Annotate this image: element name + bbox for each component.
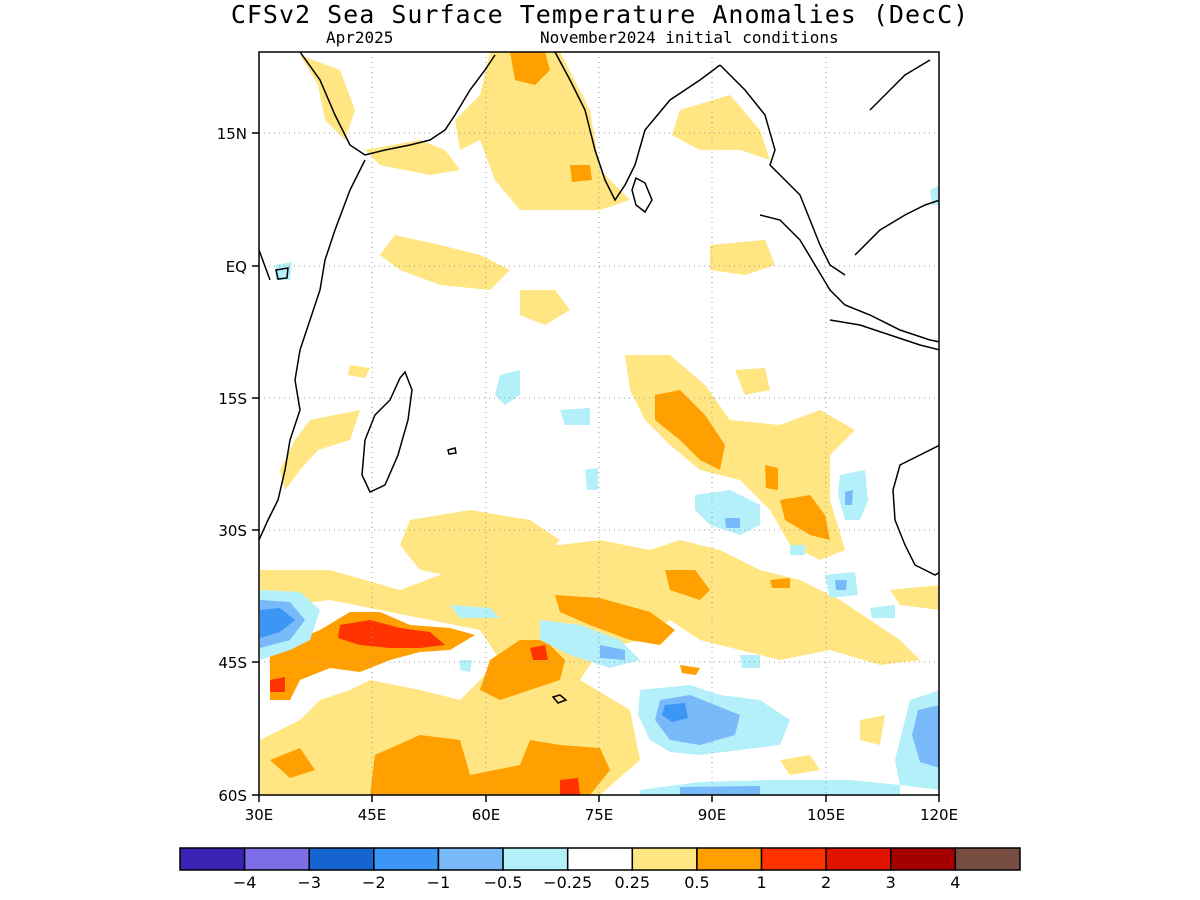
map-gridlines: [259, 52, 939, 795]
colorbar-swatch: [760, 847, 827, 871]
colorbar-swatch: [566, 847, 634, 871]
lat-label-30s: 30S: [218, 522, 247, 540]
colorbar-label: −4: [233, 873, 257, 892]
colorbar-label: 2: [821, 873, 831, 892]
colorbar-boxes: [179, 847, 1021, 871]
colorbar-swatch: [954, 847, 1021, 871]
colorbar-label: −1: [427, 873, 451, 892]
lat-label-15s: 15S: [218, 390, 247, 408]
lat-label-60s: 60S: [218, 787, 247, 805]
lon-label-30e: 30E: [245, 806, 274, 824]
lon-label-45e: 45E: [358, 806, 387, 824]
colorbar-label: −0.25: [543, 873, 592, 892]
colorbar: −4 −3 −2 −1 −0.5 −0.25 0.25 0.5 1 2 3 4: [179, 847, 1021, 892]
initial-conditions-label: November2024 initial conditions: [540, 28, 839, 47]
lat-label-45s: 45S: [218, 654, 247, 672]
colorbar-swatch: [696, 847, 763, 871]
colorbar-label: 0.25: [614, 873, 650, 892]
colorbar-label: 0.5: [684, 873, 709, 892]
colorbar-swatch: [631, 847, 698, 871]
colorbar-swatch: [502, 847, 569, 871]
colorbar-swatch: [179, 847, 246, 871]
colorbar-label: −2: [362, 873, 386, 892]
colorbar-swatch: [437, 847, 504, 871]
lon-label-90e: 90E: [698, 806, 727, 824]
lon-label-75e: 75E: [585, 806, 614, 824]
colorbar-label: −0.5: [484, 873, 523, 892]
valid-month-label: Apr2025: [326, 28, 394, 47]
coastlines: [259, 52, 939, 704]
colorbar-labels: −4 −3 −2 −1 −0.5 −0.25 0.25 0.5 1 2 3 4: [233, 873, 961, 892]
lon-label-120e: 120E: [920, 806, 958, 824]
colorbar-swatch: [373, 847, 440, 871]
tick-marks: [252, 132, 940, 802]
lat-label-15n: 15N: [217, 125, 247, 143]
lon-label-60e: 60E: [472, 806, 501, 824]
chart-title: CFSv2 Sea Surface Temperature Anomalies …: [230, 0, 970, 29]
anomaly-fill-1-2: [270, 620, 580, 795]
lon-label-105e: 105E: [807, 806, 845, 824]
lat-label-eq: EQ: [226, 258, 247, 276]
colorbar-swatch: [243, 847, 310, 871]
colorbar-swatch: [308, 847, 375, 871]
colorbar-swatch: [825, 847, 892, 871]
colorbar-swatch: [890, 847, 957, 871]
colorbar-label: 3: [886, 873, 896, 892]
colorbar-label: 4: [950, 873, 960, 892]
anomaly-fill-neg1-neg2: [260, 608, 688, 722]
colorbar-label: 1: [756, 873, 766, 892]
colorbar-label: −3: [297, 873, 321, 892]
